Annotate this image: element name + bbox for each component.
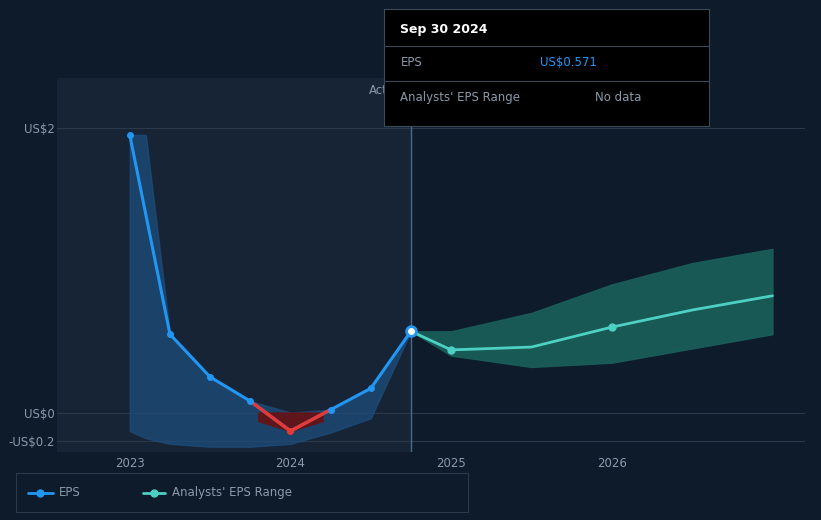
Text: Analysts Forecasts: Analysts Forecasts: [420, 84, 530, 97]
Text: Actual: Actual: [369, 84, 406, 97]
Text: Sep 30 2024: Sep 30 2024: [401, 23, 488, 36]
Text: US$0.571: US$0.571: [540, 56, 597, 69]
Text: No data: No data: [595, 90, 641, 104]
Text: EPS: EPS: [59, 486, 81, 499]
Text: Analysts' EPS Range: Analysts' EPS Range: [401, 90, 521, 104]
Text: Analysts' EPS Range: Analysts' EPS Range: [172, 486, 292, 499]
Text: EPS: EPS: [401, 56, 422, 69]
Bar: [57, 78, 411, 452]
